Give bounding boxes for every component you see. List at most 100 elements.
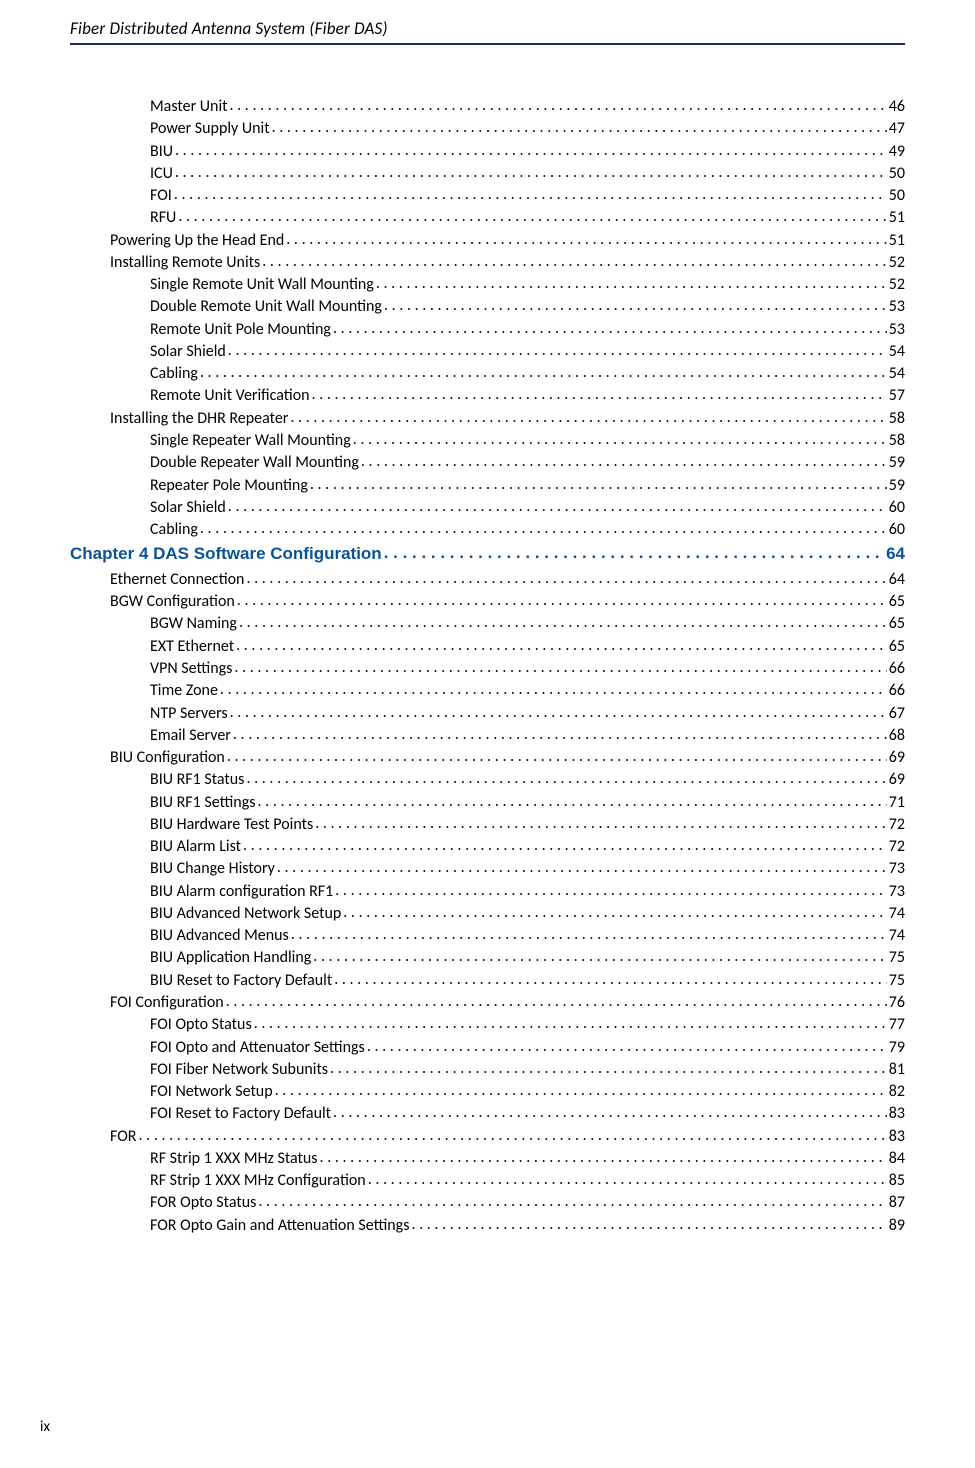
toc-entry-label: BIU Hardware Test Points: [150, 814, 313, 835]
toc-entry[interactable]: RFU51: [70, 206, 905, 228]
toc-entry-page: 84: [889, 1148, 905, 1169]
toc-leader-dots: [237, 590, 887, 606]
toc-entry-page: 58: [889, 408, 905, 429]
toc-entry[interactable]: BIU Change History73: [70, 857, 905, 879]
toc-entry[interactable]: BIU Advanced Network Setup74: [70, 902, 905, 924]
toc-leader-dots: [411, 1214, 886, 1230]
toc-entry-page: 50: [889, 185, 905, 206]
toc-entry[interactable]: FOI Configuration76: [70, 991, 905, 1013]
toc-leader-dots: [243, 835, 887, 851]
toc-entry[interactable]: BIU 49: [70, 140, 905, 162]
toc-entry[interactable]: BIU RF1 Settings71: [70, 791, 905, 813]
toc-entry[interactable]: FOI Opto Status77: [70, 1013, 905, 1035]
toc-leader-dots: [353, 429, 887, 445]
toc-entry[interactable]: Email Server68: [70, 724, 905, 746]
toc-chapter-entry[interactable]: Chapter 4 DAS Software Configuration 64: [70, 542, 905, 566]
toc-entry-page: 73: [889, 858, 905, 879]
toc-entry-page: 67: [889, 703, 905, 724]
toc-entry[interactable]: Single Remote Unit Wall Mounting52: [70, 273, 905, 295]
toc-entry[interactable]: Installing the DHR Repeater58: [70, 407, 905, 429]
toc-entry-page: 65: [889, 591, 905, 612]
toc-leader-dots: [333, 1102, 887, 1118]
toc-entry[interactable]: BIU Alarm configuration RF173: [70, 880, 905, 902]
toc-entry[interactable]: Double Remote Unit Wall Mounting53: [70, 295, 905, 317]
toc-entry-page: 46: [889, 96, 905, 117]
toc-entry[interactable]: EXT Ethernet65: [70, 635, 905, 657]
toc-entry-label: FOI Network Setup: [150, 1081, 273, 1102]
toc-entry-page: 65: [889, 613, 905, 634]
toc-entry-label: FOR Opto Gain and Attenuation Settings: [150, 1215, 409, 1236]
toc-entry[interactable]: Master Unit46: [70, 95, 905, 117]
toc-leader-dots: [367, 1036, 887, 1052]
toc-entry-page: 64: [889, 569, 905, 590]
toc-entry[interactable]: VPN Settings66: [70, 657, 905, 679]
toc-entry-page: 79: [889, 1037, 905, 1058]
toc-entry[interactable]: Power Supply Unit47: [70, 117, 905, 139]
toc-entry[interactable]: Remote Unit Pole Mounting53: [70, 318, 905, 340]
toc-entry[interactable]: Powering Up the Head End51: [70, 229, 905, 251]
toc-entry-label: Installing Remote Units: [110, 252, 260, 273]
toc-entry[interactable]: FOI50: [70, 184, 905, 206]
toc-entry-label: Cabling: [150, 363, 198, 384]
toc-entry[interactable]: ICU50: [70, 162, 905, 184]
toc-leader-dots: [200, 362, 887, 378]
toc-entry-page: 64: [886, 543, 905, 566]
toc-entry-page: 49: [889, 141, 905, 162]
toc-entry[interactable]: FOR Opto Gain and Attenuation Settings89: [70, 1214, 905, 1236]
toc-leader-dots: [275, 1080, 887, 1096]
toc-entry-page: 82: [889, 1081, 905, 1102]
toc-leader-dots: [286, 229, 887, 245]
toc-entry-page: 68: [889, 725, 905, 746]
toc-entry[interactable]: Time Zone66: [70, 679, 905, 701]
toc-entry[interactable]: BIU RF1 Status69: [70, 768, 905, 790]
toc-entry-page: 53: [889, 296, 905, 317]
toc-entry[interactable]: Remote Unit Verification57: [70, 384, 905, 406]
toc-entry[interactable]: Solar Shield54: [70, 340, 905, 362]
toc-entry[interactable]: BIU Application Handling 75: [70, 946, 905, 968]
toc-leader-dots: [335, 880, 887, 896]
toc-entry-label: Solar Shield: [150, 341, 226, 362]
toc-entry[interactable]: RF Strip 1 XXX MHz Configuration85: [70, 1169, 905, 1191]
toc-entry-label: BIU Application Handling: [150, 947, 311, 968]
toc-entry[interactable]: FOR83: [70, 1125, 905, 1147]
toc-entry[interactable]: FOI Opto and Attenuator Settings79: [70, 1036, 905, 1058]
toc-entry[interactable]: Cabling60: [70, 518, 905, 540]
toc-entry[interactable]: BIU Configuration69: [70, 746, 905, 768]
toc-entry[interactable]: Solar Shield60: [70, 496, 905, 518]
toc-entry-page: 75: [889, 947, 905, 968]
toc-leader-dots: [258, 791, 887, 807]
toc-entry[interactable]: BIU Advanced Menus74: [70, 924, 905, 946]
toc-entry-label: Solar Shield: [150, 497, 226, 518]
toc-entry[interactable]: Double Repeater Wall Mounting59: [70, 451, 905, 473]
toc-leader-dots: [313, 946, 887, 962]
toc-entry-label: BIU: [150, 141, 173, 162]
toc-entry[interactable]: BIU Reset to Factory Default75: [70, 969, 905, 991]
toc-entry-label: Ethernet Connection: [110, 569, 244, 590]
toc-entry[interactable]: Repeater Pole Mounting59: [70, 474, 905, 496]
toc-entry[interactable]: Installing Remote Units52: [70, 251, 905, 273]
toc-entry[interactable]: Cabling 54: [70, 362, 905, 384]
toc-entry-page: 85: [889, 1170, 905, 1191]
page-number: ix: [40, 1418, 50, 1436]
toc-entry[interactable]: BGW Configuration65: [70, 590, 905, 612]
toc-entry[interactable]: Single Repeater Wall Mounting58: [70, 429, 905, 451]
toc-entry[interactable]: BIU Hardware Test Points72: [70, 813, 905, 835]
toc-entry[interactable]: Ethernet Connection 64: [70, 568, 905, 590]
toc-entry-label: Single Remote Unit Wall Mounting: [150, 274, 374, 295]
toc-entry-page: 54: [889, 363, 905, 384]
toc-entry[interactable]: RF Strip 1 XXX MHz Status84: [70, 1147, 905, 1169]
toc-entry-page: 57: [889, 385, 905, 406]
toc-entry[interactable]: FOI Network Setup 82: [70, 1080, 905, 1102]
toc-entry-page: 47: [889, 118, 905, 139]
toc-entry-label: FOI Configuration: [110, 992, 224, 1013]
toc-entry[interactable]: FOI Reset to Factory Default83: [70, 1102, 905, 1124]
toc-entry[interactable]: BGW Naming65: [70, 612, 905, 634]
toc-leader-dots: [262, 251, 887, 267]
toc-leader-dots: [384, 295, 887, 311]
toc-entry[interactable]: NTP Servers67: [70, 702, 905, 724]
toc-entry[interactable]: FOI Fiber Network Subunits81: [70, 1058, 905, 1080]
toc-entry-page: 51: [889, 230, 905, 251]
page: Fiber Distributed Antenna System (Fiber …: [0, 0, 975, 1468]
toc-entry[interactable]: BIU Alarm List72: [70, 835, 905, 857]
toc-entry[interactable]: FOR Opto Status87: [70, 1191, 905, 1213]
